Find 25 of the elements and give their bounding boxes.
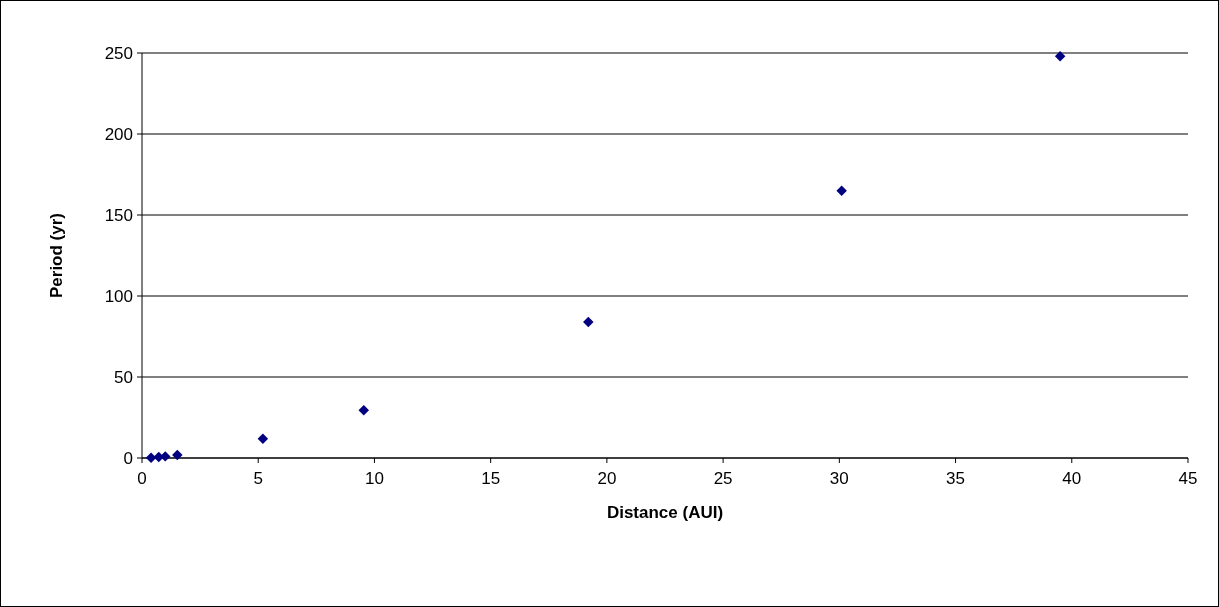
x-tick-label: 0 <box>137 469 147 488</box>
x-axis-title: Distance (AUI) <box>606 503 724 522</box>
x-tick-label: 15 <box>481 469 501 488</box>
x-tick-label: 30 <box>829 469 849 488</box>
x-tick-label: 10 <box>364 469 384 488</box>
x-tick-label: 5 <box>253 469 263 488</box>
x-tick-label: 35 <box>946 469 966 488</box>
y-tick-label: 150 <box>104 205 133 225</box>
x-tick-label: 45 <box>1178 469 1198 488</box>
x-tick-label: 20 <box>597 469 617 488</box>
point <box>583 316 594 328</box>
point <box>172 449 183 461</box>
x-tick-label: 40 <box>1062 469 1082 488</box>
y-tick-label: 50 <box>114 367 133 387</box>
y-tick-label: 200 <box>104 124 133 144</box>
point <box>836 185 847 196</box>
point <box>358 404 369 416</box>
point <box>257 433 269 444</box>
y-tick-label: 100 <box>104 286 133 306</box>
point <box>160 451 171 462</box>
x-tick-label: 25 <box>713 469 733 488</box>
y-axis-title: Period (yr) <box>47 212 66 299</box>
point <box>1054 51 1066 62</box>
y-tick-label: 250 <box>104 43 133 63</box>
y-tick-label: 0 <box>123 448 133 468</box>
